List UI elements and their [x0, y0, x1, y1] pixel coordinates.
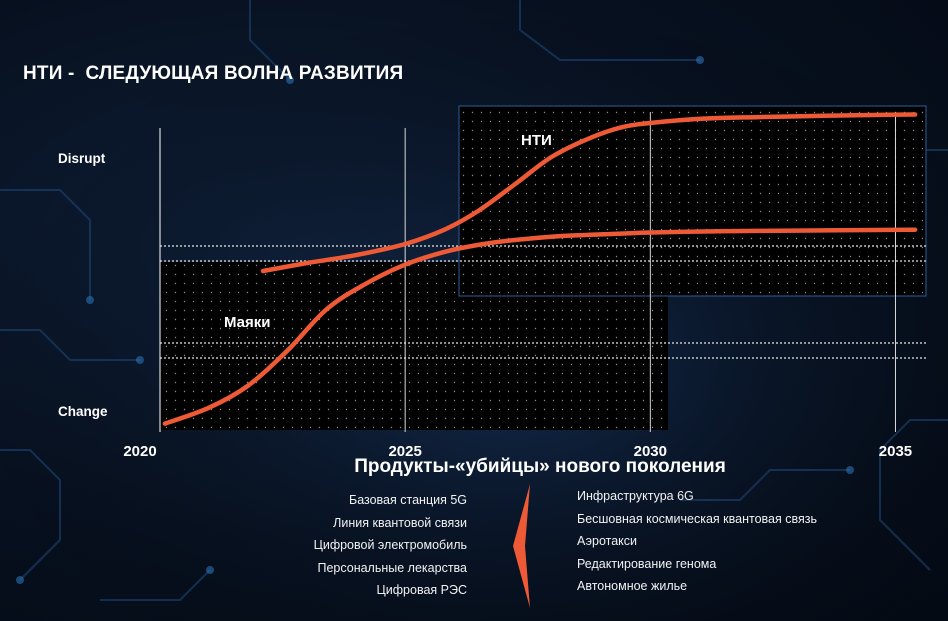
nti-panel-dots: [459, 106, 926, 296]
product-item: Редактирование генома: [577, 556, 717, 571]
series-label-lighthouses: Маяки: [224, 314, 271, 331]
y-label-change: Change: [58, 404, 108, 419]
curve-nti: [260, 112, 918, 274]
product-item: Персональные лекарства: [317, 560, 467, 575]
x-tick-label-2025: 2025: [388, 443, 421, 460]
product-item: Цифровой электромобиль: [313, 538, 467, 552]
x-tick-label-2035: 2035: [879, 443, 912, 460]
products-heading: Продукты-«убийцы» нового поколения: [354, 456, 726, 477]
product-item: Цифровая РЭС: [376, 583, 467, 597]
x-tick-label-2020: 2020: [123, 443, 156, 460]
product-item: Инфраструктура 6G: [577, 489, 694, 503]
product-item: Аэротакси: [577, 534, 637, 548]
product-item: Линия квантовой связи: [333, 515, 467, 530]
series-label-nti: НТИ: [521, 132, 552, 149]
products-next-list: Инфраструктура 6G Бесшовная космическая …: [577, 485, 817, 598]
transition-arrow-icon: [513, 484, 530, 608]
curve-lighthouses: [162, 227, 918, 426]
product-item: Автономное жилье: [577, 579, 688, 593]
chart-curves: [162, 112, 918, 426]
y-label-disrupt: Disrupt: [58, 151, 106, 166]
products-current-list: Базовая станция 5G Линия квантовой связи…: [314, 489, 467, 602]
chart-labels: 2020 2025 2030 2035 Disrupt Change Маяки НТИ: [58, 132, 912, 460]
product-item: Бесшовная космическая квантовая связь: [577, 511, 817, 526]
slide-title: НТИ - СЛЕДУЮЩАЯ ВОЛНА РАЗВИТИЯ: [23, 63, 404, 84]
chart-panels: [160, 105, 927, 430]
chart-grid: [159, 112, 926, 432]
product-item: Базовая станция 5G: [349, 493, 467, 507]
x-tick-label-2030: 2030: [634, 443, 667, 460]
